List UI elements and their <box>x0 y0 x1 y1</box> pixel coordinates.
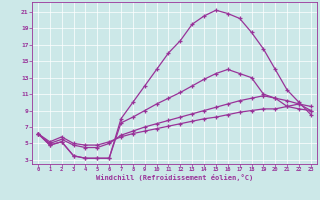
X-axis label: Windchill (Refroidissement éolien,°C): Windchill (Refroidissement éolien,°C) <box>96 174 253 181</box>
